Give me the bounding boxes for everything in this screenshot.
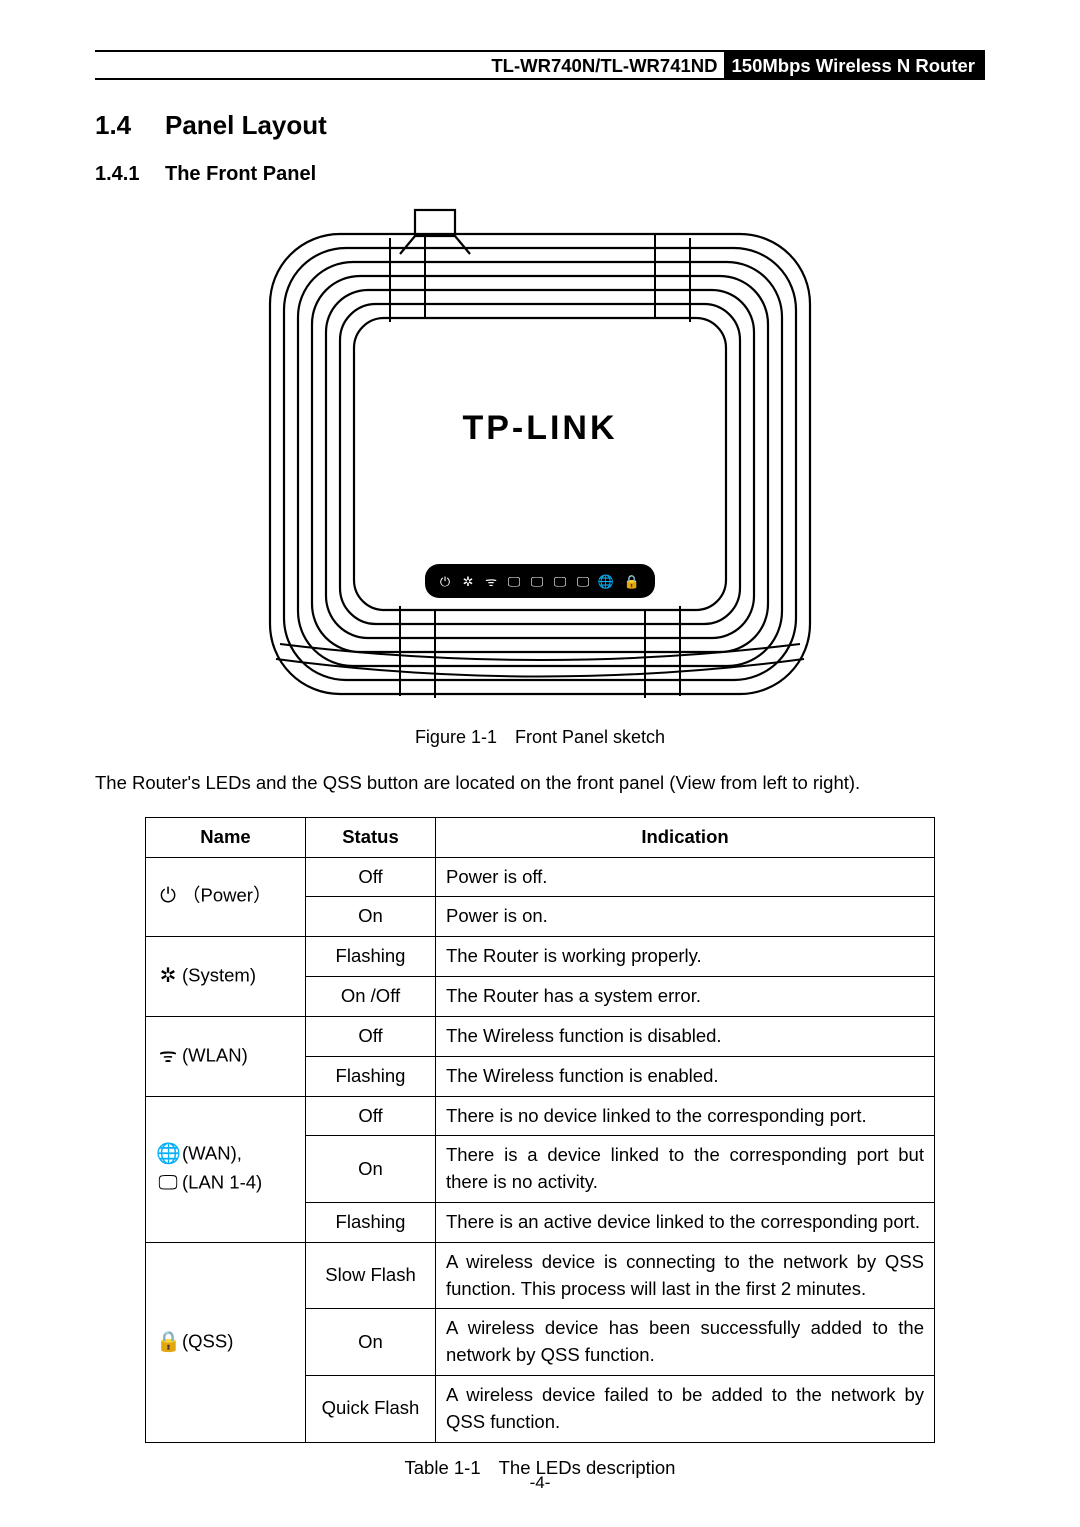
svg-text:✲: ✲ <box>463 574 474 589</box>
qss-label: (QSS) <box>182 1330 233 1351</box>
lan-icon: 🖵 <box>156 1169 180 1198</box>
th-status: Status <box>306 817 436 857</box>
cell-status: Flashing <box>306 1056 436 1096</box>
cell-indication: There is a device linked to the correspo… <box>436 1136 935 1203</box>
section-title: Panel Layout <box>165 110 327 140</box>
header-model: TL-WR740N/TL-WR741ND <box>95 52 724 78</box>
svg-text:🔒: 🔒 <box>624 574 640 589</box>
router-brand-text: TP-LINK <box>462 409 617 447</box>
wlan-icon: ᯤ <box>156 1042 180 1071</box>
cell-indication: There is an active device linked to the … <box>436 1202 935 1242</box>
cell-indication: A wireless device is connecting to the n… <box>436 1242 935 1309</box>
table-row: ᯤ(WLAN) Off The Wireless function is dis… <box>146 1016 935 1056</box>
cell-status: On /Off <box>306 977 436 1017</box>
lan-label: (LAN 1-4) <box>182 1172 262 1193</box>
led-table: Name Status Indication ⏻（Power） Off Powe… <box>145 817 935 1443</box>
cell-status: On <box>306 1136 436 1203</box>
svg-text:ᯤ: ᯤ <box>485 574 497 589</box>
cell-indication: The Router has a system error. <box>436 977 935 1017</box>
wlan-label: (WLAN) <box>182 1044 248 1065</box>
cell-status: Quick Flash <box>306 1376 436 1443</box>
th-name: Name <box>146 817 306 857</box>
header-product: 150Mbps Wireless N Router <box>724 52 986 78</box>
power-icon: ⏻ <box>156 882 180 911</box>
cell-status: Flashing <box>306 1202 436 1242</box>
svg-text:⏻: ⏻ <box>440 574 450 589</box>
cell-name-qss: 🔒(QSS) <box>146 1242 306 1442</box>
power-label: （Power） <box>182 885 271 906</box>
svg-text:🖵: 🖵 <box>577 574 590 589</box>
table-row: ✲(System) Flashing The Router is working… <box>146 937 935 977</box>
cell-name-ports: 🌐(WAN), 🖵(LAN 1-4) <box>146 1096 306 1242</box>
cell-indication: The Wireless function is disabled. <box>436 1016 935 1056</box>
qss-icon: 🔒 <box>156 1328 180 1357</box>
cell-indication: A wireless device failed to be added to … <box>436 1376 935 1443</box>
cell-indication: There is no device linked to the corresp… <box>436 1096 935 1136</box>
cell-status: On <box>306 1309 436 1376</box>
system-icon: ✲ <box>156 962 180 991</box>
th-indication: Indication <box>436 817 935 857</box>
table-row: 🔒(QSS) Slow Flash A wireless device is c… <box>146 1242 935 1309</box>
cell-status: On <box>306 897 436 937</box>
figure-caption: Figure 1-1 Front Panel sketch <box>95 727 985 748</box>
cell-status: Off <box>306 1096 436 1136</box>
doc-header: TL-WR740N/TL-WR741ND 150Mbps Wireless N … <box>95 50 985 80</box>
wan-label: (WAN), <box>182 1143 242 1164</box>
cell-status: Slow Flash <box>306 1242 436 1309</box>
subsection-heading: 1.4.1The Front Panel <box>95 163 985 186</box>
cell-indication: The Router is working properly. <box>436 937 935 977</box>
system-label: (System) <box>182 964 256 985</box>
figure-caption-text: Front Panel sketch <box>515 727 665 747</box>
cell-indication: Power is on. <box>436 897 935 937</box>
figure-label: Figure 1-1 <box>415 727 497 747</box>
section-heading: 1.4Panel Layout <box>95 110 985 141</box>
page-number: -4- <box>0 1473 1080 1493</box>
intro-paragraph: The Router's LEDs and the QSS button are… <box>95 770 985 797</box>
svg-text:🌐: 🌐 <box>598 574 614 589</box>
cell-indication: A wireless device has been successfully … <box>436 1309 935 1376</box>
table-row: 🌐(WAN), 🖵(LAN 1-4) Off There is no devic… <box>146 1096 935 1136</box>
cell-name-wlan: ᯤ(WLAN) <box>146 1016 306 1096</box>
table-row: ⏻（Power） Off Power is off. <box>146 857 935 897</box>
subsection-title: The Front Panel <box>165 163 316 185</box>
svg-text:🖵: 🖵 <box>531 574 544 589</box>
figure-front-panel: TP-LINK ⏻ ✲ ᯤ 🖵 🖵 🖵 🖵 🌐 🔒 Figure 1-1 <box>95 204 985 748</box>
cell-indication: The Wireless function is enabled. <box>436 1056 935 1096</box>
svg-text:🖵: 🖵 <box>554 574 567 589</box>
svg-text:🖵: 🖵 <box>508 574 521 589</box>
cell-status: Off <box>306 857 436 897</box>
router-sketch: TP-LINK ⏻ ✲ ᯤ 🖵 🖵 🖵 🖵 🌐 🔒 <box>260 204 820 704</box>
cell-indication: Power is off. <box>436 857 935 897</box>
wan-icon: 🌐 <box>156 1140 180 1169</box>
cell-status: Flashing <box>306 937 436 977</box>
section-number: 1.4 <box>95 110 165 141</box>
subsection-number: 1.4.1 <box>95 163 165 186</box>
cell-name-system: ✲(System) <box>146 937 306 1017</box>
cell-status: Off <box>306 1016 436 1056</box>
cell-name-power: ⏻（Power） <box>146 857 306 937</box>
